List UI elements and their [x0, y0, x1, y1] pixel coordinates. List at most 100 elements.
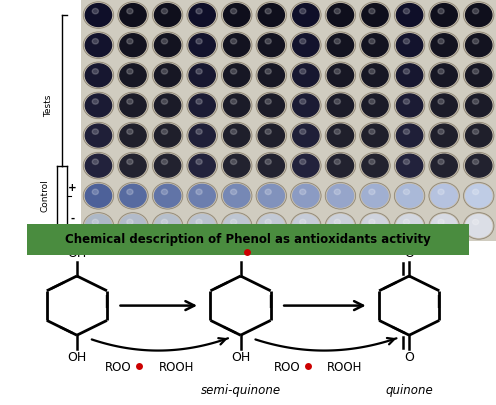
Circle shape — [118, 2, 148, 28]
Circle shape — [325, 183, 356, 209]
Circle shape — [334, 219, 340, 225]
Circle shape — [161, 69, 168, 74]
Circle shape — [431, 215, 457, 237]
Circle shape — [224, 64, 250, 87]
Circle shape — [403, 99, 410, 104]
Circle shape — [152, 183, 183, 209]
Circle shape — [362, 4, 388, 26]
Circle shape — [473, 159, 479, 164]
Circle shape — [369, 38, 375, 44]
Circle shape — [154, 124, 181, 147]
Circle shape — [222, 183, 252, 209]
Circle shape — [154, 184, 181, 207]
Circle shape — [258, 215, 284, 237]
Circle shape — [394, 92, 425, 119]
Circle shape — [196, 219, 202, 225]
Circle shape — [473, 189, 479, 194]
Circle shape — [293, 124, 319, 147]
Circle shape — [265, 219, 271, 225]
Circle shape — [438, 189, 444, 194]
Circle shape — [222, 32, 252, 58]
Circle shape — [224, 184, 250, 207]
Circle shape — [431, 184, 457, 207]
Circle shape — [187, 32, 217, 58]
Circle shape — [196, 189, 202, 194]
Circle shape — [394, 62, 425, 89]
Circle shape — [466, 94, 492, 117]
Circle shape — [394, 152, 425, 179]
Circle shape — [127, 219, 133, 225]
Circle shape — [334, 129, 340, 134]
Circle shape — [196, 69, 202, 74]
Circle shape — [224, 154, 250, 177]
Circle shape — [369, 159, 375, 164]
Circle shape — [231, 69, 237, 74]
Circle shape — [327, 215, 354, 237]
Circle shape — [189, 215, 215, 237]
Circle shape — [92, 159, 98, 164]
Circle shape — [83, 213, 114, 239]
Circle shape — [258, 4, 284, 26]
Circle shape — [85, 215, 112, 237]
FancyBboxPatch shape — [27, 224, 469, 255]
Circle shape — [431, 124, 457, 147]
Circle shape — [360, 152, 390, 179]
Circle shape — [466, 184, 492, 207]
Circle shape — [291, 213, 321, 239]
Circle shape — [92, 189, 98, 194]
Circle shape — [224, 34, 250, 57]
Circle shape — [256, 183, 287, 209]
Circle shape — [231, 159, 237, 164]
Circle shape — [265, 99, 271, 104]
Circle shape — [291, 62, 321, 89]
Circle shape — [327, 34, 354, 57]
Circle shape — [438, 69, 444, 74]
Circle shape — [327, 94, 354, 117]
Circle shape — [152, 62, 183, 89]
Circle shape — [161, 38, 168, 44]
Circle shape — [231, 99, 237, 104]
Circle shape — [431, 154, 457, 177]
Circle shape — [222, 213, 252, 239]
Text: ROO: ROO — [273, 361, 300, 374]
Circle shape — [118, 122, 148, 149]
Circle shape — [429, 2, 459, 28]
Circle shape — [431, 34, 457, 57]
Circle shape — [396, 124, 423, 147]
Circle shape — [473, 129, 479, 134]
Text: Chemical description of Phenol as antioxidants activity: Chemical description of Phenol as antiox… — [65, 233, 431, 246]
Text: OH: OH — [67, 247, 86, 260]
Circle shape — [394, 2, 425, 28]
Circle shape — [92, 219, 98, 225]
Circle shape — [92, 99, 98, 104]
Circle shape — [85, 4, 112, 26]
Text: O: O — [404, 351, 414, 364]
Circle shape — [189, 184, 215, 207]
Circle shape — [396, 184, 423, 207]
Text: ROO: ROO — [105, 361, 131, 374]
Circle shape — [83, 152, 114, 179]
Circle shape — [362, 94, 388, 117]
Circle shape — [92, 9, 98, 14]
Circle shape — [394, 122, 425, 149]
Circle shape — [154, 215, 181, 237]
Circle shape — [161, 99, 168, 104]
Circle shape — [300, 99, 306, 104]
Circle shape — [300, 9, 306, 14]
Circle shape — [161, 129, 168, 134]
Circle shape — [362, 215, 388, 237]
Circle shape — [334, 9, 340, 14]
Circle shape — [300, 38, 306, 44]
Circle shape — [325, 62, 356, 89]
Circle shape — [369, 69, 375, 74]
Circle shape — [154, 34, 181, 57]
Circle shape — [222, 2, 252, 28]
Circle shape — [463, 32, 494, 58]
Text: +: + — [68, 183, 77, 193]
Circle shape — [325, 122, 356, 149]
Circle shape — [224, 124, 250, 147]
Circle shape — [196, 99, 202, 104]
Circle shape — [265, 189, 271, 194]
Circle shape — [291, 2, 321, 28]
Circle shape — [300, 219, 306, 225]
